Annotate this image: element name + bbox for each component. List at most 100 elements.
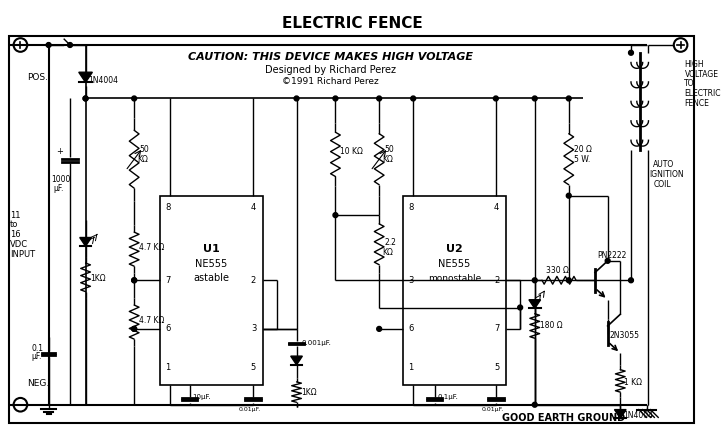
Circle shape: [377, 96, 382, 101]
Text: 50: 50: [384, 146, 394, 154]
Text: 2: 2: [494, 276, 499, 285]
Text: NE555: NE555: [438, 259, 471, 269]
Text: VDC: VDC: [9, 240, 28, 249]
Circle shape: [532, 402, 537, 407]
Circle shape: [566, 96, 571, 101]
Text: 0.001μF.: 0.001μF.: [301, 341, 331, 346]
Circle shape: [67, 43, 72, 48]
Text: TO: TO: [685, 79, 695, 88]
Circle shape: [493, 96, 498, 101]
Text: 0.1: 0.1: [31, 344, 43, 353]
Text: 1: 1: [166, 363, 171, 372]
Text: ELECTRIC: ELECTRIC: [685, 89, 721, 98]
Circle shape: [566, 278, 571, 283]
Circle shape: [132, 326, 137, 331]
Text: 16: 16: [9, 230, 20, 239]
Text: 5: 5: [251, 363, 256, 372]
Text: 0.01μF.: 0.01μF.: [238, 407, 260, 412]
Text: IGNITION: IGNITION: [649, 170, 684, 179]
Circle shape: [532, 96, 537, 101]
Circle shape: [605, 258, 610, 263]
Text: ©1991 Richard Perez: ©1991 Richard Perez: [282, 77, 379, 86]
Polygon shape: [79, 72, 93, 82]
Text: 1: 1: [408, 363, 414, 372]
Text: 330 Ω: 330 Ω: [547, 266, 569, 275]
Text: 3: 3: [408, 276, 414, 285]
Text: U1: U1: [203, 244, 220, 254]
Circle shape: [46, 43, 51, 48]
Circle shape: [294, 96, 299, 101]
Text: PN2222: PN2222: [597, 252, 626, 260]
Text: KΩ: KΩ: [137, 155, 148, 164]
Text: 1N4004: 1N4004: [623, 411, 653, 420]
Text: 1N4004: 1N4004: [88, 77, 119, 85]
Text: POS.: POS.: [27, 73, 48, 81]
Text: monostable: monostable: [428, 274, 481, 283]
Text: Designed by Richard Perez: Designed by Richard Perez: [265, 65, 396, 75]
Circle shape: [411, 96, 416, 101]
Text: 2N3055: 2N3055: [609, 331, 640, 340]
Text: +: +: [56, 147, 64, 157]
Text: astable: astable: [194, 273, 229, 283]
Text: 4: 4: [251, 203, 256, 212]
Text: NEG.: NEG.: [27, 379, 49, 388]
Polygon shape: [615, 410, 626, 418]
Text: AUTO: AUTO: [654, 160, 675, 169]
Circle shape: [132, 96, 137, 101]
Text: 11: 11: [9, 211, 20, 220]
Text: 4.7 KΩ: 4.7 KΩ: [139, 315, 164, 325]
Text: ELECTRIC FENCE: ELECTRIC FENCE: [281, 16, 422, 31]
Text: 6: 6: [166, 324, 171, 334]
Text: 180 Ω: 180 Ω: [539, 322, 562, 330]
Circle shape: [333, 213, 338, 217]
Text: 20 Ω: 20 Ω: [573, 146, 591, 154]
Text: 1000: 1000: [51, 175, 71, 183]
Text: COIL: COIL: [654, 180, 671, 188]
Text: 50: 50: [139, 146, 149, 154]
Circle shape: [532, 278, 537, 283]
Polygon shape: [80, 238, 91, 246]
Text: 7: 7: [166, 276, 171, 285]
Circle shape: [566, 193, 571, 198]
Polygon shape: [291, 356, 302, 365]
Circle shape: [83, 96, 88, 101]
Text: 8: 8: [166, 203, 171, 212]
Text: 7: 7: [494, 324, 500, 334]
Circle shape: [628, 50, 633, 55]
Text: 8: 8: [408, 203, 414, 212]
Text: 1 KΩ: 1 KΩ: [624, 378, 642, 387]
Text: 0.1μF.: 0.1μF.: [437, 394, 458, 400]
Text: 4.7 KΩ: 4.7 KΩ: [139, 243, 164, 252]
Text: 2.2: 2.2: [384, 238, 396, 247]
Text: to: to: [9, 220, 18, 229]
Text: GOOD EARTH GROUND: GOOD EARTH GROUND: [502, 413, 625, 423]
Text: μF.: μF.: [54, 184, 64, 194]
Text: 10μF.: 10μF.: [192, 394, 211, 400]
Text: FENCE: FENCE: [685, 99, 709, 108]
Bar: [161, 196, 262, 385]
Circle shape: [377, 326, 382, 331]
Text: U2: U2: [446, 244, 463, 254]
Circle shape: [518, 305, 523, 310]
Text: 5: 5: [494, 363, 499, 372]
Text: VOLTAGE: VOLTAGE: [685, 70, 719, 79]
Text: 0.01μF.: 0.01μF.: [482, 407, 503, 412]
Text: 1KΩ: 1KΩ: [301, 388, 317, 396]
Text: HIGH: HIGH: [685, 60, 704, 69]
Text: 3: 3: [251, 324, 256, 334]
Text: 10 KΩ: 10 KΩ: [341, 147, 363, 157]
Bar: [403, 196, 505, 385]
Text: INPUT: INPUT: [9, 249, 35, 259]
Circle shape: [132, 278, 137, 283]
Text: μF.: μF.: [31, 352, 41, 361]
Text: NE555: NE555: [195, 259, 228, 269]
Text: CAUTION: THIS DEVICE MAKES HIGH VOLTAGE: CAUTION: THIS DEVICE MAKES HIGH VOLTAGE: [188, 51, 473, 62]
Text: 5 W.: 5 W.: [573, 155, 590, 164]
Text: 2: 2: [251, 276, 256, 285]
Circle shape: [132, 326, 137, 331]
Text: 4: 4: [494, 203, 499, 212]
Text: KΩ: KΩ: [382, 155, 393, 164]
Circle shape: [628, 278, 633, 283]
Text: 6: 6: [408, 324, 414, 334]
Circle shape: [83, 96, 88, 101]
